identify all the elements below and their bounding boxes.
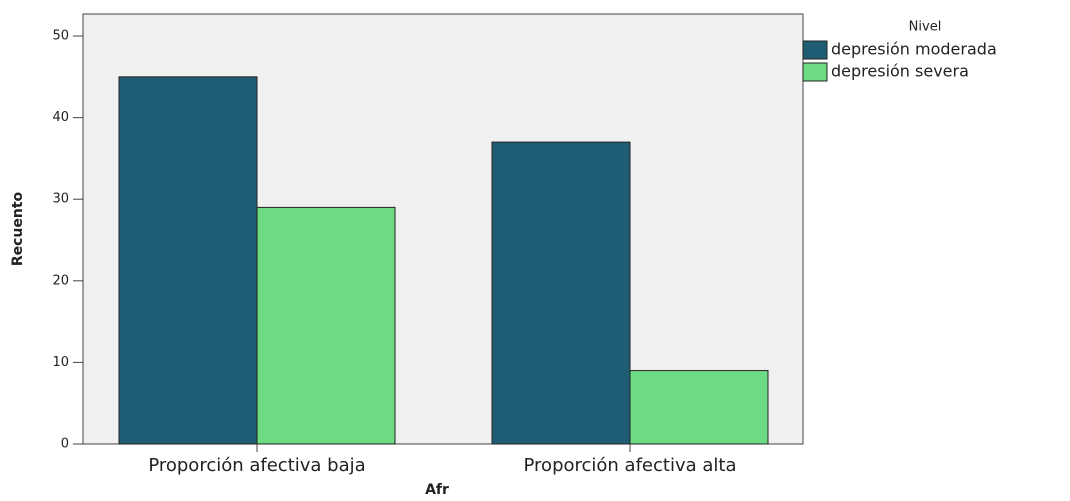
y-tick-label: 30 [52,192,69,207]
y-axis-title: Recuento [10,191,26,266]
legend-label: depresión severa [831,62,969,81]
y-tick-label: 50 [52,29,69,44]
x-tick-label: Proporción afectiva alta [524,455,737,476]
bar [118,76,258,445]
y-tick-label: 20 [52,273,69,288]
x-axis-title: Afr [425,482,449,498]
legend-label: depresión moderada [831,40,997,59]
legend-swatch [802,40,828,60]
legend-title: Nivel [909,20,942,35]
bar [629,370,769,445]
y-tick-label: 10 [52,355,69,370]
y-tick-label: 0 [61,437,69,452]
bar [256,206,396,445]
y-tick-label: 40 [52,110,69,125]
x-tick-label: Proporción afectiva baja [148,455,365,476]
bar [491,141,631,445]
legend-swatch [802,62,828,82]
